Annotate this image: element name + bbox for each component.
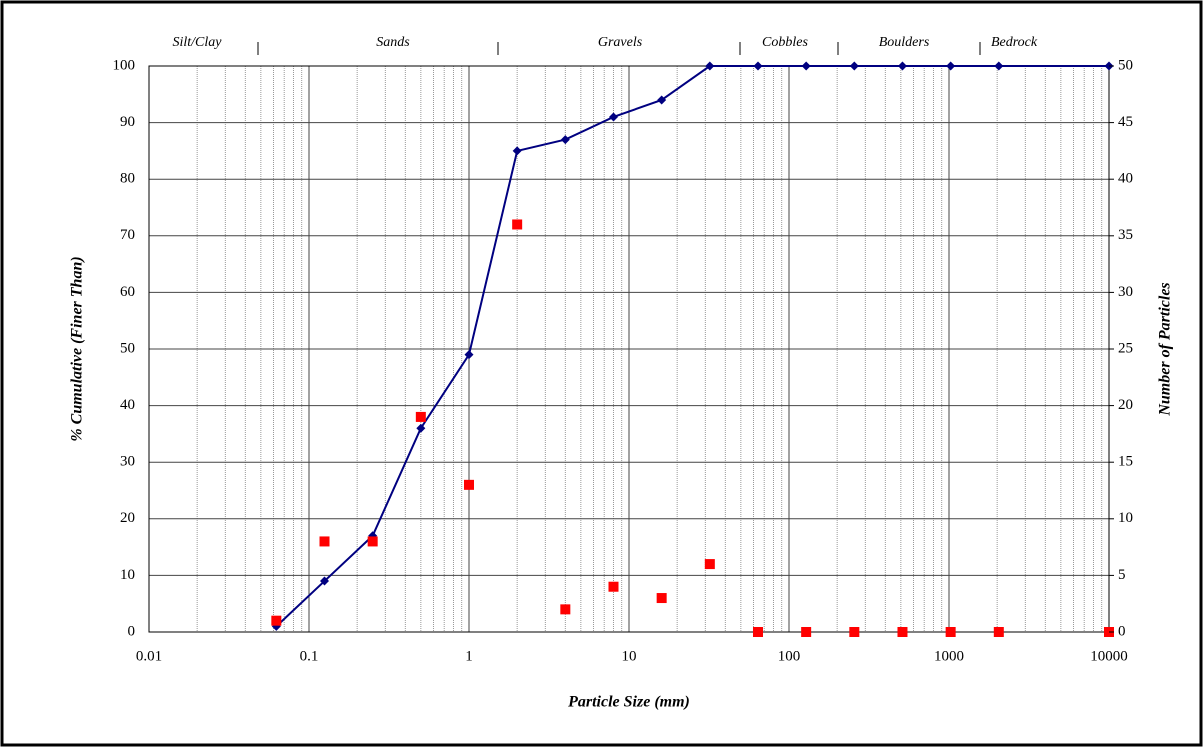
x-tick-label: 0.01 bbox=[136, 648, 162, 664]
point bbox=[320, 576, 330, 586]
y-tick-label: 100 bbox=[113, 57, 136, 73]
y-tick-label: 0 bbox=[128, 623, 136, 639]
y-tick-label: 90 bbox=[120, 114, 135, 130]
x-tick-label: 1 bbox=[465, 648, 473, 664]
point bbox=[608, 112, 618, 122]
point bbox=[415, 411, 426, 422]
point bbox=[512, 146, 522, 156]
y-tick-label: 70 bbox=[120, 227, 135, 243]
x-tick-label: 1000 bbox=[934, 648, 964, 664]
zone-label: Sands bbox=[376, 35, 410, 50]
marks bbox=[271, 61, 1114, 637]
y-tick-label: 50 bbox=[120, 340, 135, 356]
point bbox=[608, 581, 619, 592]
zone-label: Gravels bbox=[598, 35, 643, 50]
point bbox=[560, 135, 570, 145]
zone-label: Boulders bbox=[879, 35, 930, 50]
y2-axis-title: Number of Particles bbox=[1157, 282, 1174, 416]
point bbox=[560, 604, 571, 615]
point bbox=[271, 615, 282, 626]
x-tick-label: 10000 bbox=[1090, 648, 1128, 664]
x-tick-label: 100 bbox=[778, 648, 801, 664]
y2-tick-label: 30 bbox=[1118, 284, 1133, 300]
y2-tick-label: 20 bbox=[1118, 397, 1133, 413]
point bbox=[993, 627, 1004, 637]
y2-tick-label: 35 bbox=[1118, 227, 1133, 243]
y2-tick-label: 15 bbox=[1118, 454, 1133, 470]
point bbox=[416, 423, 426, 433]
point bbox=[945, 627, 956, 637]
y-tick-label: 30 bbox=[120, 454, 135, 470]
point bbox=[897, 627, 908, 637]
zone-label: Silt/Clay bbox=[173, 35, 223, 50]
point bbox=[946, 61, 956, 71]
point bbox=[319, 536, 330, 547]
point bbox=[801, 61, 811, 71]
y-tick-label: 20 bbox=[120, 510, 135, 526]
point bbox=[753, 61, 763, 71]
point bbox=[512, 219, 523, 230]
y2-tick-label: 25 bbox=[1118, 340, 1133, 356]
y-tick-label: 80 bbox=[120, 171, 135, 187]
y2-tick-label: 10 bbox=[1118, 510, 1133, 526]
point bbox=[801, 627, 812, 637]
y-axis-title: % Cumulative (Finer Than) bbox=[69, 256, 86, 441]
y-tick-label: 40 bbox=[120, 397, 135, 413]
point bbox=[994, 61, 1004, 71]
point bbox=[897, 61, 907, 71]
point bbox=[656, 593, 667, 604]
x-tick-label: 10 bbox=[622, 648, 637, 664]
point bbox=[464, 350, 474, 360]
y2-tick-label: 40 bbox=[1118, 171, 1133, 187]
point bbox=[705, 61, 715, 71]
x-tick-label: 0.1 bbox=[300, 648, 319, 664]
y-tick-label: 10 bbox=[120, 567, 135, 583]
zone-label: Bedrock bbox=[991, 35, 1038, 50]
point bbox=[704, 559, 715, 570]
x-axis-title: Particle Size (mm) bbox=[567, 694, 690, 711]
point bbox=[464, 479, 474, 490]
point bbox=[849, 627, 860, 637]
zone-label: Cobbles bbox=[762, 35, 808, 50]
y2-tick-label: 5 bbox=[1118, 567, 1126, 583]
point bbox=[849, 61, 859, 71]
y2-tick-label: 45 bbox=[1118, 114, 1133, 130]
point bbox=[367, 536, 378, 547]
y2-tick-label: 50 bbox=[1118, 57, 1133, 73]
y-tick-label: 60 bbox=[120, 284, 135, 300]
point bbox=[752, 627, 763, 637]
y2-tick-label: 0 bbox=[1118, 623, 1126, 639]
point bbox=[657, 95, 667, 105]
